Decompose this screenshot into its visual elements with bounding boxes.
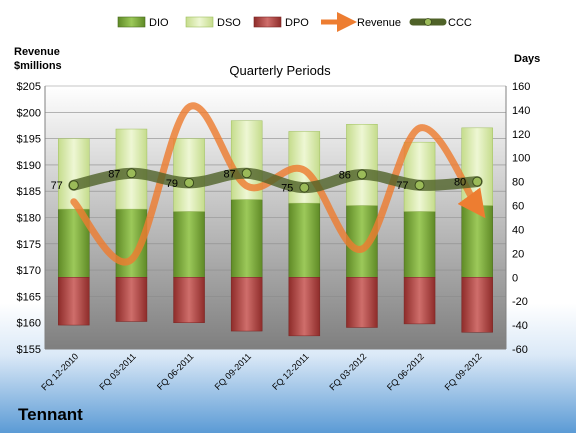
x-tick-label: FQ 12-2011 — [270, 351, 311, 392]
right-tick-label: -60 — [512, 344, 528, 356]
x-tick-label: FQ 06-2012 — [385, 351, 426, 392]
bar-dso — [403, 141, 436, 212]
left-tick-label: $190 — [17, 160, 41, 172]
right-tick-label: 60 — [512, 201, 524, 213]
bar-dio — [461, 205, 493, 278]
bar-dpo — [461, 277, 493, 333]
bar-dso — [346, 124, 378, 206]
bar-dso — [173, 138, 205, 212]
x-tick-label: FQ 12-2010 — [39, 351, 80, 392]
bar-dio — [288, 202, 321, 278]
right-tick-label: 20 — [512, 248, 524, 260]
bar-dpo — [173, 277, 205, 323]
bar-dio — [403, 211, 436, 278]
x-tick-label: FQ 09-2011 — [213, 351, 254, 392]
ccc-data-label: 75 — [281, 183, 293, 195]
chart-title: Quarterly Periods — [229, 63, 331, 78]
right-tick-label: -40 — [512, 320, 528, 332]
company-name: Tennant — [18, 405, 83, 424]
right-tick-label: 100 — [512, 153, 530, 165]
ccc-point — [356, 169, 367, 180]
legend-marker — [424, 18, 432, 26]
ccc-data-label: 77 — [51, 180, 63, 192]
ccc-data-label: 87 — [223, 168, 235, 180]
bar-dpo — [115, 277, 148, 322]
legend-label: DPO — [285, 17, 309, 29]
right-tick-label: 80 — [512, 177, 524, 189]
left-tick-label: $180 — [17, 213, 41, 225]
left-axis-label-line2: $millions — [14, 60, 62, 72]
ccc-point — [241, 168, 252, 179]
legend-label: Revenue — [357, 17, 401, 29]
right-tick-label: 160 — [512, 81, 530, 93]
right-tick-label: 140 — [512, 105, 530, 117]
bar-dpo — [288, 277, 321, 337]
right-axis-label: Days — [514, 53, 540, 65]
ccc-data-label: 87 — [108, 168, 120, 180]
ccc-point — [472, 176, 483, 187]
bar-dio — [230, 199, 263, 278]
ccc-point — [68, 180, 79, 191]
ccc-series: 77 87 79 87 75 86 77 80 — [51, 167, 483, 195]
legend-item-revenue: Revenue — [321, 12, 401, 32]
left-tick-label: $195 — [17, 134, 41, 146]
left-tick-label: $175 — [17, 239, 41, 251]
ccc-data-label: 79 — [166, 178, 178, 190]
ccc-data-label: 80 — [454, 177, 466, 189]
bar-dio — [173, 211, 205, 278]
right-tick-label: 120 — [512, 129, 530, 141]
bar-dpo — [346, 277, 378, 328]
right-tick-label: -20 — [512, 296, 528, 308]
ccc-point — [126, 168, 137, 179]
left-tick-label: $170 — [17, 265, 41, 277]
ccc-data-label: 77 — [396, 180, 408, 192]
right-tick-label: 0 — [512, 272, 518, 284]
legend: DIO DSO DPO Revenue CCC — [117, 12, 472, 32]
left-tick-label: $155 — [17, 344, 41, 356]
legend-swatch — [185, 16, 214, 28]
legend-item-dpo: DPO — [253, 16, 309, 29]
bar-dpo — [58, 277, 90, 326]
left-axis-label-line1: Revenue — [14, 46, 60, 58]
ccc-point — [414, 180, 425, 191]
ccc-data-label: 86 — [339, 169, 351, 181]
x-tick-label: FQ 09-2012 — [443, 351, 484, 392]
left-tick-label: $160 — [17, 318, 41, 330]
x-tick-label: FQ 06-2011 — [155, 351, 196, 392]
legend-swatch — [253, 16, 282, 28]
legend-swatch — [117, 16, 146, 28]
legend-item-dio: DIO — [117, 16, 169, 29]
legend-label: DSO — [217, 17, 241, 29]
bar-dpo — [230, 277, 263, 332]
left-tick-label: $200 — [17, 107, 41, 119]
ccc-point — [184, 177, 195, 188]
left-tick-label: $185 — [17, 186, 41, 198]
x-tick-label: FQ 03-2011 — [97, 351, 138, 392]
legend-item-ccc: CCC — [409, 17, 472, 29]
legend-item-dso: DSO — [185, 16, 241, 29]
left-tick-label: $165 — [17, 291, 41, 303]
bar-dpo — [403, 277, 436, 325]
legend-label: DIO — [149, 17, 169, 29]
bar-dso — [58, 138, 90, 210]
x-tick-label: FQ 03-2012 — [327, 351, 368, 392]
right-tick-label: 40 — [512, 224, 524, 236]
legend-label: CCC — [448, 17, 472, 29]
ccc-point — [299, 182, 310, 193]
left-tick-label: $205 — [17, 81, 41, 93]
